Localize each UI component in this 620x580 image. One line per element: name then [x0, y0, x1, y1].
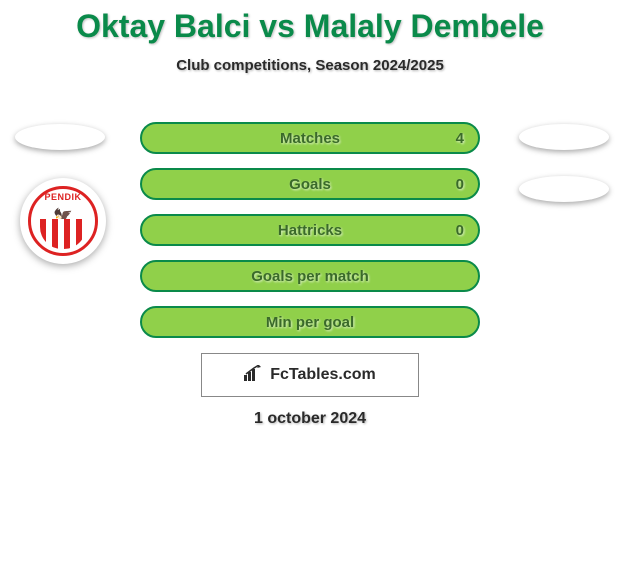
stat-bar-min-per-goal: Min per goal	[140, 306, 480, 338]
club-badge-inner: PENDIK 🦅	[28, 186, 98, 256]
club-badge: PENDIK 🦅	[20, 178, 106, 264]
watermark-text: FcTables.com	[270, 366, 376, 384]
club-stripes	[40, 219, 86, 249]
stat-bar-goals-per-match: Goals per match	[140, 260, 480, 292]
stat-label: Min per goal	[266, 314, 354, 331]
footer-date: 1 october 2024	[0, 410, 620, 428]
stat-bar-matches: Matches 4	[140, 122, 480, 154]
stat-label: Matches	[280, 130, 340, 147]
chart-icon	[244, 365, 264, 386]
comparison-card: Oktay Balci vs Malaly Dembele Club compe…	[0, 0, 620, 580]
subtitle: Club competitions, Season 2024/2025	[0, 57, 620, 74]
stat-bars: Matches 4 Goals 0 Hattricks 0 Goals per …	[140, 122, 480, 352]
left-player-oval	[15, 124, 105, 150]
stat-value: 0	[456, 222, 464, 239]
stat-bar-goals: Goals 0	[140, 168, 480, 200]
stat-label: Goals per match	[251, 268, 369, 285]
club-name: PENDIK	[44, 192, 81, 202]
stat-label: Hattricks	[278, 222, 342, 239]
watermark: FcTables.com	[201, 353, 419, 397]
page-title: Oktay Balci vs Malaly Dembele	[0, 0, 620, 45]
right-player-oval-2	[519, 176, 609, 202]
stat-bar-hattricks: Hattricks 0	[140, 214, 480, 246]
stat-label: Goals	[289, 176, 331, 193]
right-player-oval-1	[519, 124, 609, 150]
stat-value: 0	[456, 176, 464, 193]
stat-value: 4	[456, 130, 464, 147]
